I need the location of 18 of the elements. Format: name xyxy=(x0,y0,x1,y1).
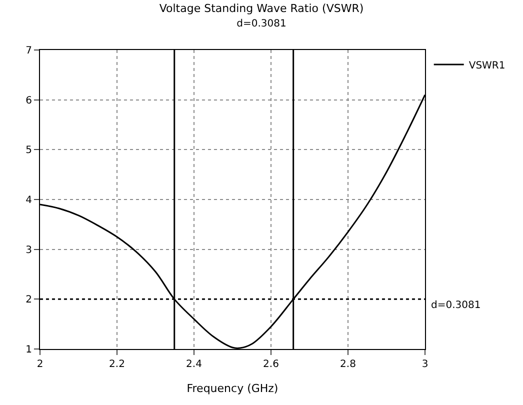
x-axis-title: Frequency (GHz) xyxy=(186,382,278,396)
y-tick-label: 5 xyxy=(26,145,32,156)
y-tick-label: 6 xyxy=(26,95,32,106)
x-tick-label: 2.2 xyxy=(109,359,125,370)
legend-label: VSWR1 xyxy=(468,60,506,72)
chart-title: Voltage Standing Wave Ratio (VSWR) xyxy=(159,2,364,16)
x-tick-label: 2 xyxy=(36,359,44,370)
y-tick-label: 3 xyxy=(26,244,32,256)
y-tick-label: 4 xyxy=(26,195,32,206)
text: d=0.3081 xyxy=(431,300,481,311)
y-tick-label: 7 xyxy=(26,46,32,56)
x-tick-label: 2.4 xyxy=(186,359,202,370)
x-tick-label: 2.8 xyxy=(340,359,356,370)
x-tick-label: 2.6 xyxy=(263,359,279,370)
y-tick-label: 1 xyxy=(26,344,32,356)
x-tick-label: 3 xyxy=(422,359,428,370)
chart-subtitle: d=0.3081 xyxy=(236,18,286,30)
y-tick-label: 2 xyxy=(26,294,32,306)
